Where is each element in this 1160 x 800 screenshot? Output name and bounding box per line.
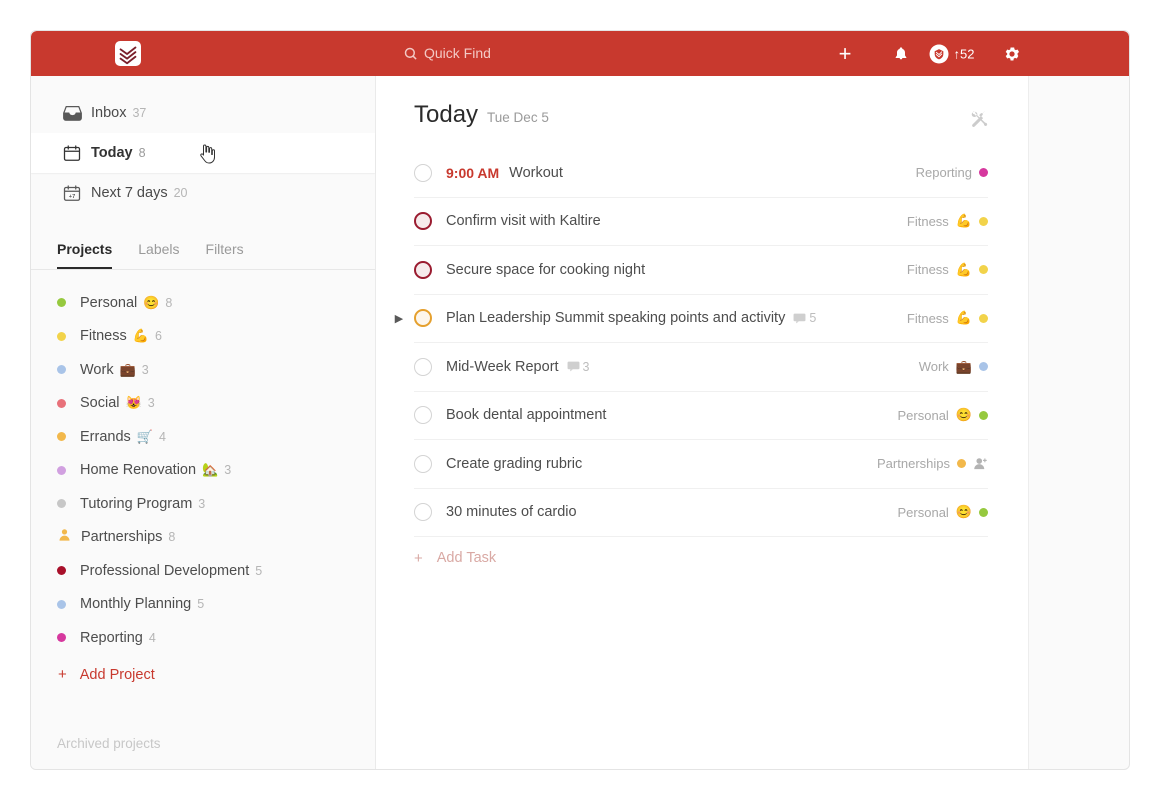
- svg-text:+7: +7: [69, 194, 75, 200]
